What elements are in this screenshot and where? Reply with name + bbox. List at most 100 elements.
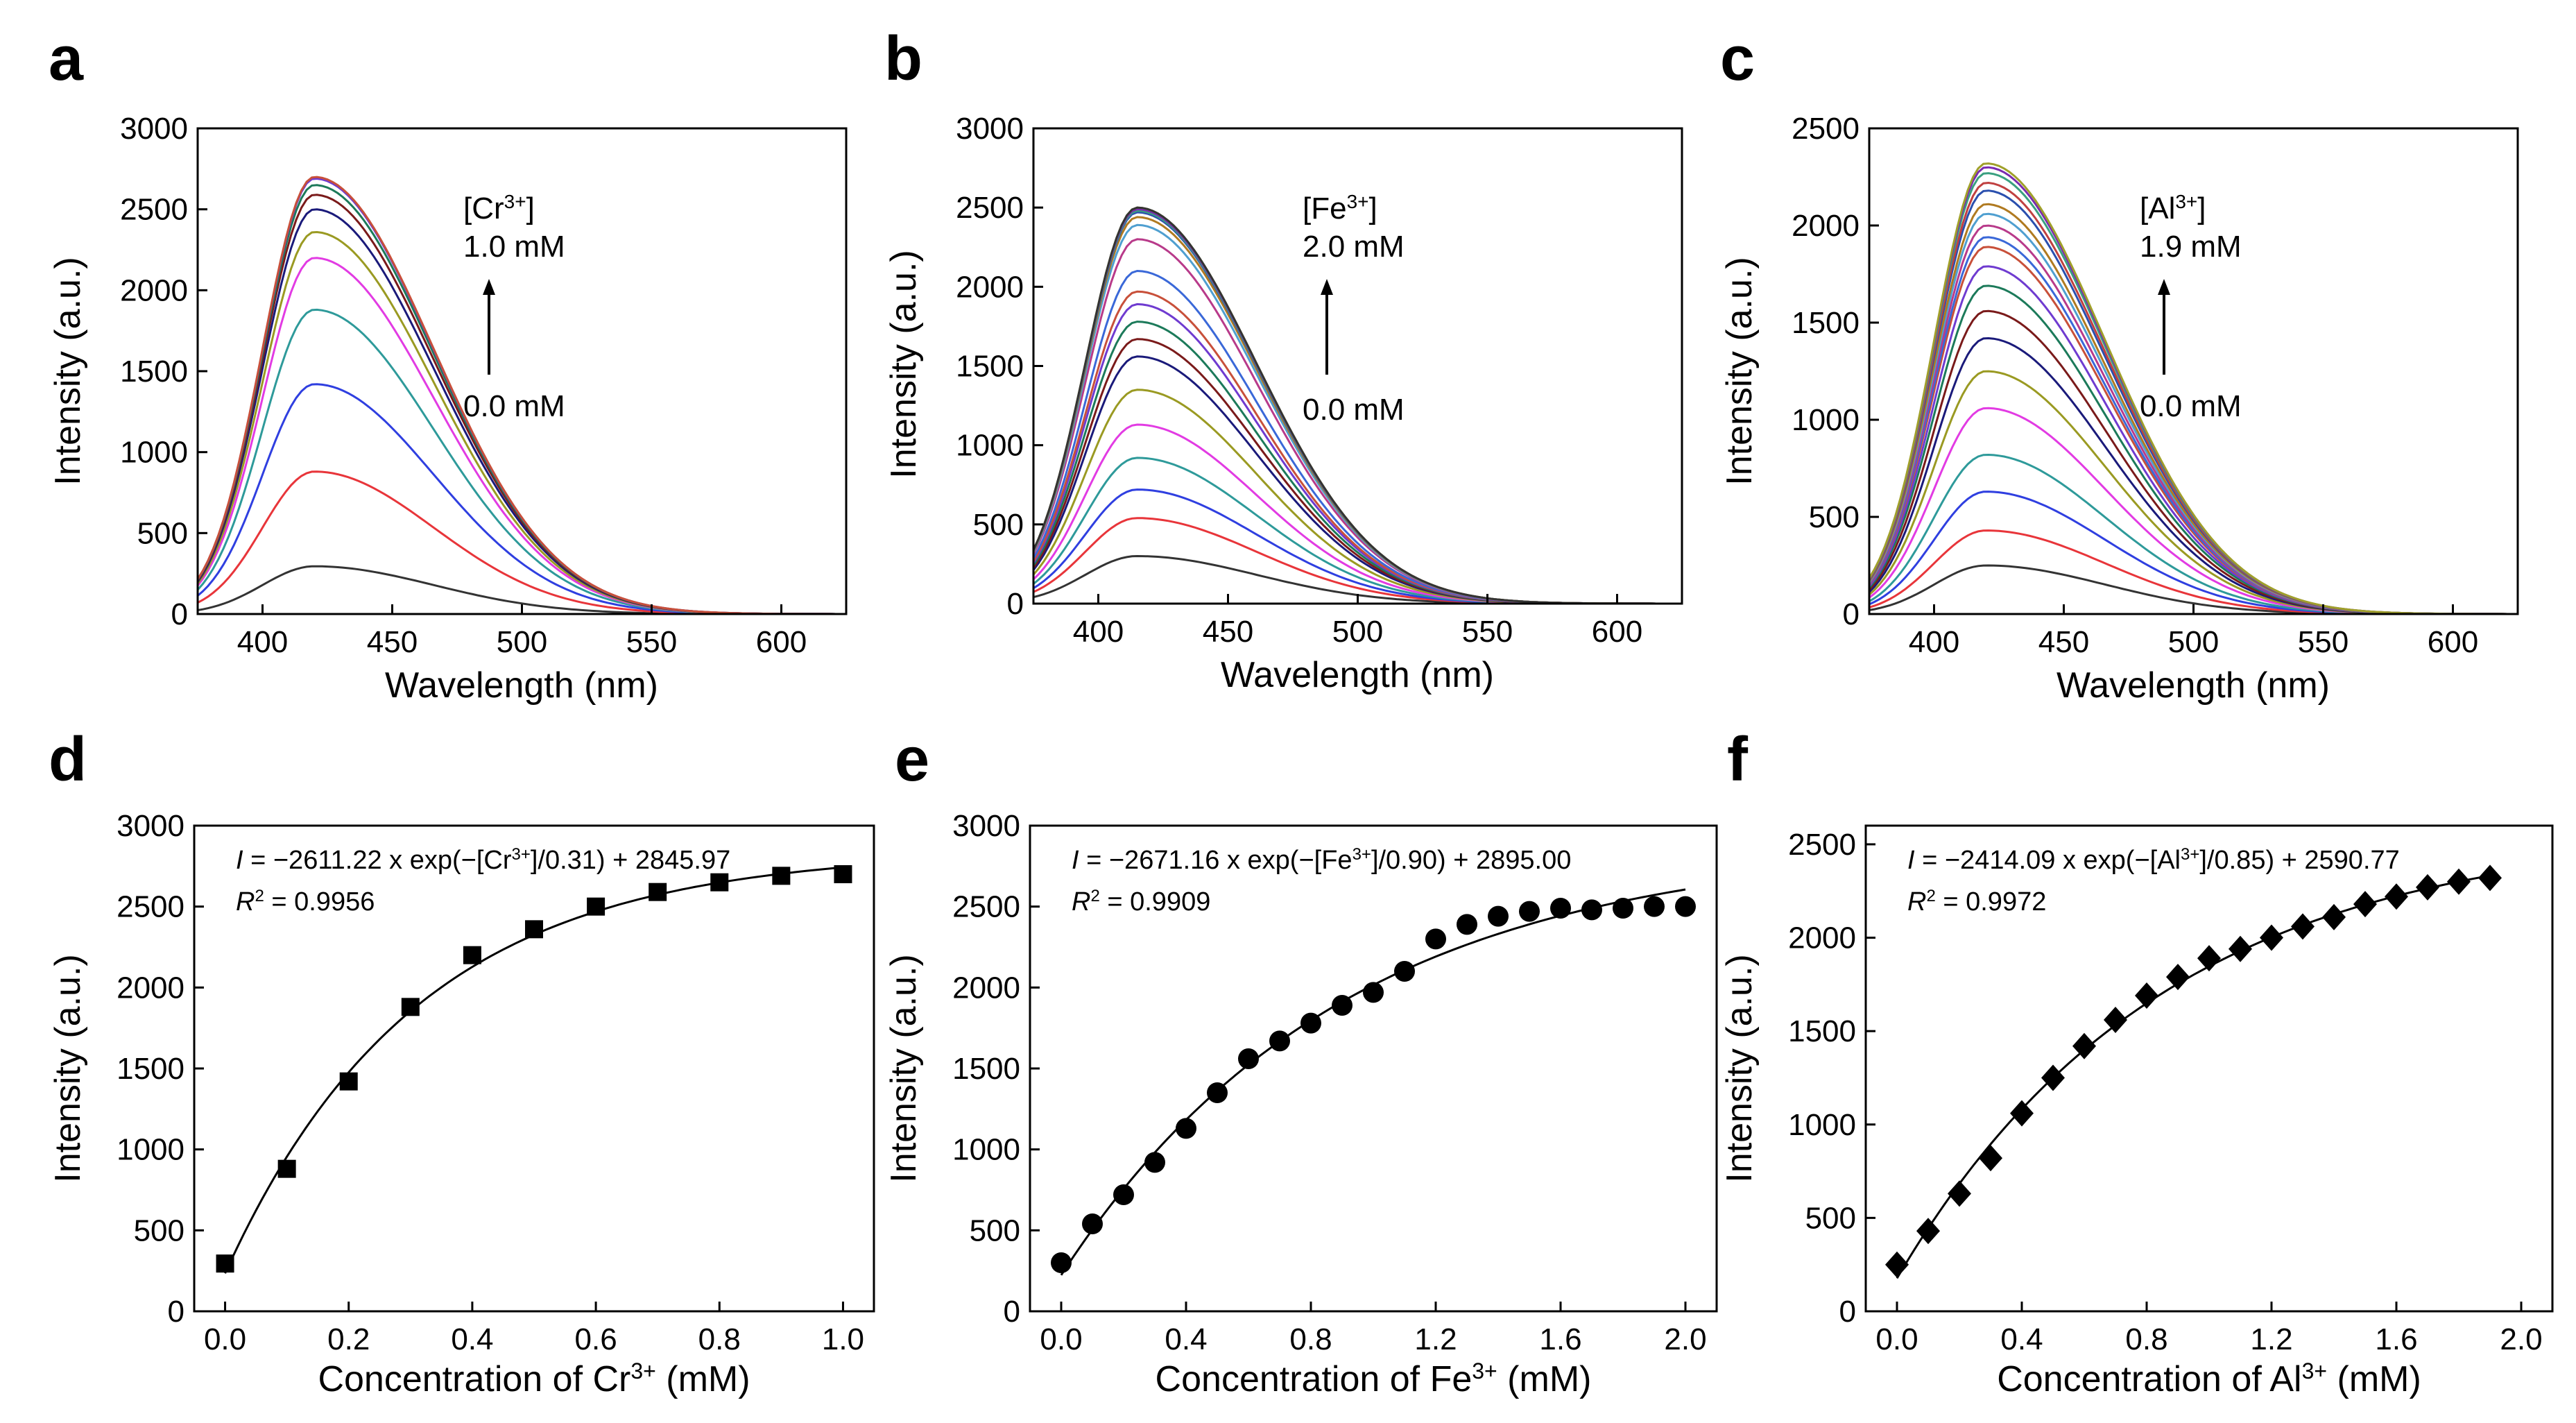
y-tick-label: 1500 (1792, 306, 1860, 340)
x-tick-label: 400 (237, 625, 288, 659)
y-tick-label: 1000 (1792, 403, 1860, 437)
spectrum-curve (1868, 336, 2518, 615)
x-axis-label: Concentration of Al3+ (mM) (1997, 1358, 2421, 1399)
y-tick-label: 2500 (1792, 112, 1860, 146)
y-axis-ticks: 0 500 1000 1500 2000 2500 (1788, 828, 1875, 1329)
r-squared: R2 = 0.9972 (1907, 887, 2046, 917)
spectra-chart-c: c 400 450 500 550 600 0 500 1000 1500 2000 2500 W… (1719, 24, 2519, 706)
panel-letter: a (49, 24, 84, 94)
y-axis-ticks: 0 500 1000 1500 2000 2500 3000 (117, 809, 204, 1329)
y-tick-label: 1000 (1788, 1108, 1856, 1142)
data-point-diamond (1885, 1251, 1909, 1278)
x-tick-label: 0.0 (204, 1322, 246, 1356)
data-point-diamond (2072, 1032, 2096, 1059)
low-concentration-label: 0.0 mM (463, 389, 565, 423)
x-tick-label: 1.2 (2250, 1322, 2292, 1356)
r-squared: R2 = 0.9909 (1072, 887, 1210, 917)
x-axis-ticks: 400 450 500 550 600 (1073, 594, 1642, 649)
fit-equation: I = −2414.09 x exp(−[Al3+]/0.85) + 2590.… (1907, 845, 2400, 876)
data-point-circle (1144, 1152, 1165, 1173)
fit-equation: I = −2611.22 x exp(−[Cr3+]/0.31) + 2845.… (236, 845, 730, 876)
y-axis-label: Intensity (a.u.) (48, 257, 88, 485)
spectrum-curve (1868, 246, 2518, 615)
y-axis-label: Intensity (a.u.) (884, 954, 924, 1182)
y-tick-label: 500 (137, 516, 188, 550)
data-point-circle (1519, 901, 1540, 922)
data-point-square (772, 867, 791, 885)
x-tick-label: 0.2 (327, 1322, 370, 1356)
spectrum-curve (197, 470, 846, 615)
x-tick-label: 500 (1332, 615, 1383, 649)
data-point-diamond (2416, 874, 2439, 901)
y-tick-label: 0 (1007, 587, 1024, 621)
y-tick-label: 500 (1809, 500, 1860, 534)
concentration-annotation: [Fe3+] 2.0 mM 0.0 mM (1303, 191, 1405, 427)
x-axis-label: Concentration of Cr3+ (mM) (318, 1358, 750, 1399)
y-axis-label: Intensity (a.u.) (1719, 257, 1760, 485)
spectra-chart-a: a 400 450 500 550 600 0 500 1000 1500 2000 2500 30… (48, 24, 848, 706)
y-tick-label: 2000 (952, 971, 1020, 1005)
increase-arrow-icon (1321, 279, 1333, 295)
x-tick-label: 450 (2038, 625, 2089, 659)
data-point-diamond (2135, 982, 2158, 1009)
fit-line (1896, 874, 2491, 1279)
data-point-circle (1488, 905, 1509, 927)
data-point-circle (1238, 1048, 1259, 1069)
data-point-diamond (2322, 903, 2346, 930)
data-point-circle (1300, 1012, 1321, 1034)
x-tick-label: 2.0 (1664, 1322, 1706, 1356)
y-tick-label: 0 (1004, 1295, 1020, 1329)
fit-chart-f: f 0.0 0.4 0.8 1.2 1.6 2.0 0 500 1000 1500 2000 250… (1719, 725, 2554, 1399)
panel-f: f 0.0 0.4 0.8 1.2 1.6 2.0 0 500 1000 1500 2000 250… (1699, 715, 2554, 1422)
data-point-square (277, 1159, 296, 1178)
data-point-circle (1176, 1118, 1196, 1139)
panel-letter: e (895, 725, 929, 794)
data-point-square (834, 865, 852, 883)
r-squared: R2 = 0.9956 (236, 887, 375, 917)
y-tick-label: 1500 (952, 1052, 1020, 1086)
spectra-chart-b: b 400 450 500 550 600 0 500 1000 1500 2000 2500 30… (884, 24, 1683, 695)
y-tick-label: 2000 (1788, 921, 1856, 955)
y-tick-label: 0 (1839, 1295, 1856, 1329)
x-tick-label: 0.0 (1040, 1322, 1082, 1356)
data-point-diamond (2041, 1064, 2065, 1091)
data-point-diamond (2260, 924, 2283, 951)
x-tick-label: 0.8 (698, 1322, 741, 1356)
spectrum-curve (1032, 321, 1682, 605)
x-tick-label: 600 (1592, 615, 1642, 649)
data-point-square (401, 998, 420, 1016)
y-tick-label: 1000 (952, 1133, 1020, 1167)
y-tick-label: 0 (168, 1295, 184, 1329)
x-tick-label: 500 (2168, 625, 2219, 659)
data-point-square (525, 920, 543, 939)
data-point-diamond (2353, 891, 2377, 918)
y-tick-label: 500 (134, 1213, 184, 1247)
high-concentration-label: 2.0 mM (1303, 230, 1405, 264)
data-point-diamond (2447, 868, 2471, 895)
data-point-diamond (1979, 1145, 2002, 1172)
y-tick-label: 2000 (1792, 209, 1860, 243)
spectrum-curve (196, 257, 846, 615)
fit-curve (1896, 874, 2491, 1279)
spectrum-curve (196, 308, 846, 615)
high-concentration-label: 1.0 mM (463, 230, 565, 264)
fit-chart-e: e 0.0 0.4 0.8 1.2 1.6 2.0 0 500 1000 1500 2000 250… (884, 725, 1718, 1399)
y-tick-label: 2000 (117, 971, 184, 1005)
panel-letter: d (49, 725, 87, 794)
data-point-circle (1613, 898, 1633, 919)
x-axis-ticks: 0.0 0.2 0.4 0.6 0.8 1.0 (204, 1302, 864, 1356)
panel-b: b 400 450 500 550 600 0 500 1000 1500 2000 2500 30… (864, 14, 1717, 722)
y-tick-label: 500 (970, 1213, 1020, 1247)
concentration-annotation: [Cr3+] 1.0 mM 0.0 mM (463, 191, 565, 424)
x-axis-ticks: 0.0 0.4 0.8 1.2 1.6 2.0 (1040, 1302, 1707, 1356)
spectrum-curve (1868, 265, 2518, 615)
data-point-circle (1425, 928, 1446, 950)
y-tick-label: 3000 (120, 112, 188, 146)
x-axis-label: Wavelength (nm) (1221, 655, 1494, 695)
y-axis-ticks: 0 500 1000 1500 2000 2500 3000 (120, 112, 207, 631)
x-tick-label: 2.0 (2500, 1322, 2542, 1356)
x-tick-label: 0.8 (1289, 1322, 1332, 1356)
data-point-circle (1269, 1030, 1290, 1052)
data-point-circle (1675, 896, 1696, 917)
